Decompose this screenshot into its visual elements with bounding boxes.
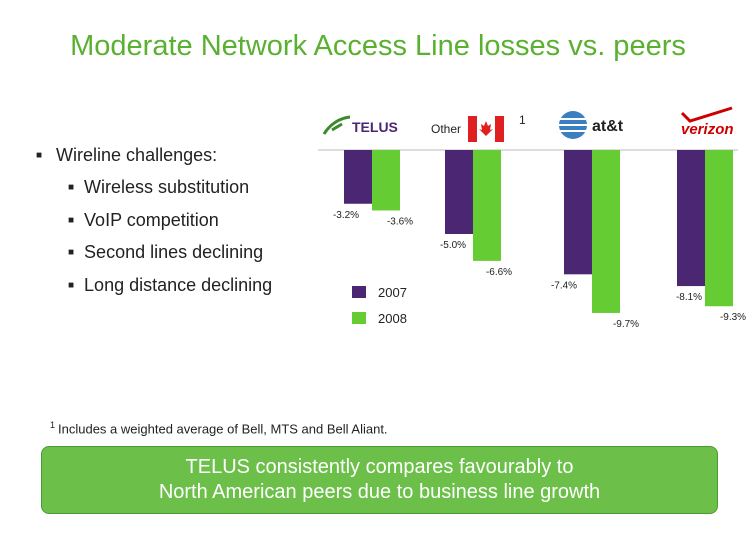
value-label: -7.4%	[551, 280, 577, 291]
legend-swatch-2008	[352, 312, 366, 324]
value-label: -3.6%	[387, 216, 413, 227]
canada-flag-icon	[468, 116, 504, 142]
value-label: -3.2%	[333, 210, 359, 221]
legend-label-2008: 2008	[378, 311, 407, 326]
att-logo: at&t	[559, 111, 624, 139]
value-label: -6.6%	[486, 267, 512, 278]
verizon-logo-text: verizon	[681, 121, 734, 138]
bullet-main: ■ Wireline challenges:	[36, 145, 217, 166]
att-logo-text: at&t	[592, 118, 624, 135]
callout-box: TELUS consistently compares favourably t…	[41, 446, 718, 514]
telus-logo-text: TELUS	[352, 119, 398, 135]
sub-bullet-text: Wireless substitution	[84, 177, 250, 197]
telus-logo: TELUS	[322, 115, 398, 135]
sub-bullet: ■ Wireless substitution	[68, 177, 249, 198]
bar-2007-other	[445, 150, 473, 234]
verizon-logo: verizon	[680, 106, 734, 138]
bar-2008-other	[473, 150, 501, 261]
telus-swoosh-icon	[322, 115, 351, 135]
slide-title: Moderate Network Access Line losses vs. …	[70, 30, 686, 62]
sub-bullet-text: Second lines declining	[84, 242, 264, 262]
bar-2008-att	[592, 150, 620, 313]
sub-bullet: ■ Long distance declining	[68, 275, 272, 296]
legend: 2007 2008	[352, 285, 407, 326]
bar-2007-att	[564, 150, 592, 275]
callout-text: TELUS consistently compares favourably t…	[158, 456, 601, 503]
sub-bullet-text: Long distance declining	[84, 275, 273, 295]
bar-group	[344, 150, 733, 313]
other-label: Other	[431, 122, 461, 136]
value-label: -9.3%	[720, 312, 746, 323]
verizon-check-icon	[680, 106, 733, 123]
bullet-square-icon: ■	[68, 182, 75, 193]
legend-label-2007: 2007	[378, 285, 407, 300]
bar-2007-verizon	[677, 150, 705, 287]
value-label: -8.1%	[676, 292, 702, 303]
sub-bullet: ■ Second lines declining	[68, 242, 263, 263]
footnote-marker: 1	[50, 420, 56, 430]
bullet-square-icon: ■	[68, 215, 75, 226]
bar-2007-telus	[344, 150, 372, 204]
bar-2008-telus	[372, 150, 400, 211]
bullet-square-icon: ■	[68, 247, 75, 258]
value-label: -9.7%	[613, 319, 639, 330]
footnote: 1 Includes a weighted average of Bell, MT…	[50, 420, 388, 436]
bar-chart: TELUS Other 1 at&t verizon -3.2% -5.0% -7.…	[318, 106, 746, 330]
bar-2008-verizon	[705, 150, 733, 307]
legend-swatch-2007	[352, 286, 366, 298]
value-label: -5.0%	[440, 240, 466, 251]
bullet-square-icon: ■	[68, 280, 75, 291]
bullet-square-icon: ■	[36, 150, 43, 161]
bullet-main-text: Wireline challenges:	[56, 145, 218, 165]
other-footnote-marker: 1	[519, 113, 526, 127]
sub-bullet: ■ VoIP competition	[68, 210, 219, 231]
footnote-text: Includes a weighted average of Bell, MTS…	[58, 421, 388, 437]
value-labels: -3.2% -5.0% -7.4% -8.1% -3.6% -6.6% -9.7% -9.3%	[333, 210, 746, 330]
sub-bullet-text: VoIP competition	[84, 210, 219, 230]
